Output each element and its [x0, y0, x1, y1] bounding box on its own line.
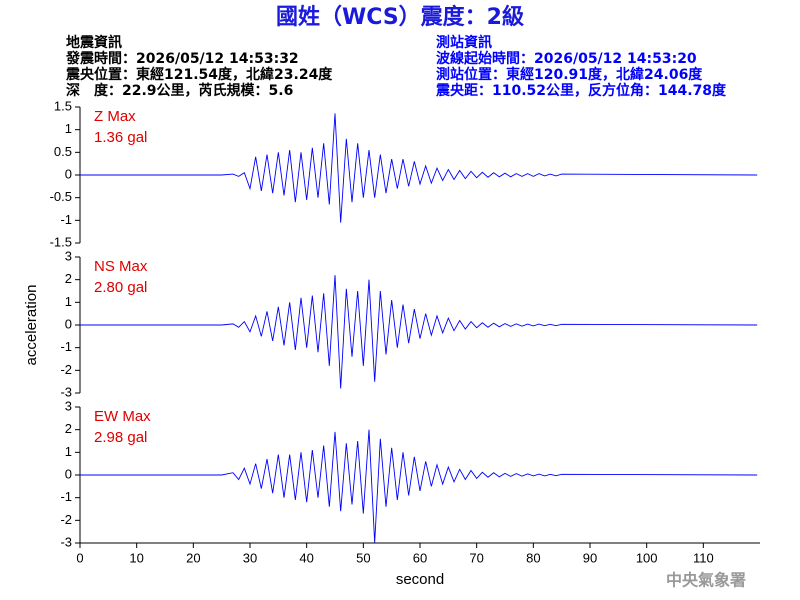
info-line: 震央距：110.52公里，反方位角：144.78度: [435, 82, 727, 99]
waveform: [80, 275, 758, 389]
x-tick-label: 100: [636, 550, 658, 565]
y-tick-label: 2: [65, 271, 72, 286]
max-annotation: NS Max: [94, 258, 148, 275]
y-tick-label: -2: [60, 362, 72, 377]
x-tick-label: 80: [526, 550, 540, 565]
footer-logo: 中央氣象署: [666, 571, 746, 590]
y-tick-label: 0: [65, 466, 72, 481]
info-line: 測站資訊: [436, 34, 492, 51]
y-tick-label: -1: [60, 212, 72, 227]
info-line: 測站位置：東經120.91度，北緯24.06度: [436, 66, 703, 83]
y-tick-label: 1: [65, 444, 72, 459]
x-axis-label: second: [396, 571, 444, 588]
y-tick-label: -3: [60, 384, 72, 399]
x-tick-label: 110: [693, 550, 714, 565]
x-tick-label: 30: [243, 550, 257, 565]
y-tick-label: 0: [65, 166, 72, 181]
x-tick-label: 20: [186, 550, 200, 565]
max-annotation: Z Max: [94, 108, 136, 125]
max-annotation: 1.36 gal: [94, 129, 147, 146]
y-tick-label: 3: [65, 398, 72, 413]
y-axis-label: acceleration: [23, 285, 40, 366]
max-annotation: EW Max: [94, 408, 151, 425]
y-tick-label: 2: [65, 421, 72, 436]
info-line: 深 度：22.9公里，芮氏規模：5.6: [66, 82, 293, 99]
x-tick-label: 10: [129, 550, 143, 565]
info-line: 波線起始時間：2026/05/12 14:53:20: [436, 50, 697, 67]
chart-title: 國姓（WCS）震度：2級: [276, 4, 524, 30]
x-tick-label: 70: [469, 550, 483, 565]
y-tick-label: 3: [65, 248, 72, 263]
max-annotation: 2.80 gal: [94, 279, 147, 296]
y-tick-label: -1: [60, 339, 72, 354]
y-tick-label: 1: [65, 294, 72, 309]
x-tick-label: 90: [583, 550, 597, 565]
x-tick-label: 40: [299, 550, 313, 565]
waveform: [80, 429, 758, 543]
y-tick-label: -1.5: [50, 234, 72, 249]
y-tick-label: 1: [65, 121, 72, 136]
y-tick-label: 0.5: [54, 144, 72, 159]
info-line: 地震資訊: [66, 34, 122, 51]
x-tick-label: 60: [413, 550, 427, 565]
info-line: 震央位置：東經121.54度，北緯23.24度: [65, 66, 333, 83]
info-line: 發震時間：2026/05/12 14:53:32: [65, 50, 299, 67]
y-tick-label: 0: [65, 316, 72, 331]
max-annotation: 2.98 gal: [94, 429, 147, 446]
y-tick-label: -2: [60, 512, 72, 527]
y-tick-label: -3: [60, 534, 72, 549]
y-tick-label: -0.5: [50, 189, 72, 204]
waveform: [80, 113, 758, 223]
x-tick-label: 50: [356, 550, 370, 565]
y-tick-label: -1: [60, 489, 72, 504]
x-tick-label: 0: [76, 550, 83, 565]
y-tick-label: 1.5: [54, 98, 72, 113]
